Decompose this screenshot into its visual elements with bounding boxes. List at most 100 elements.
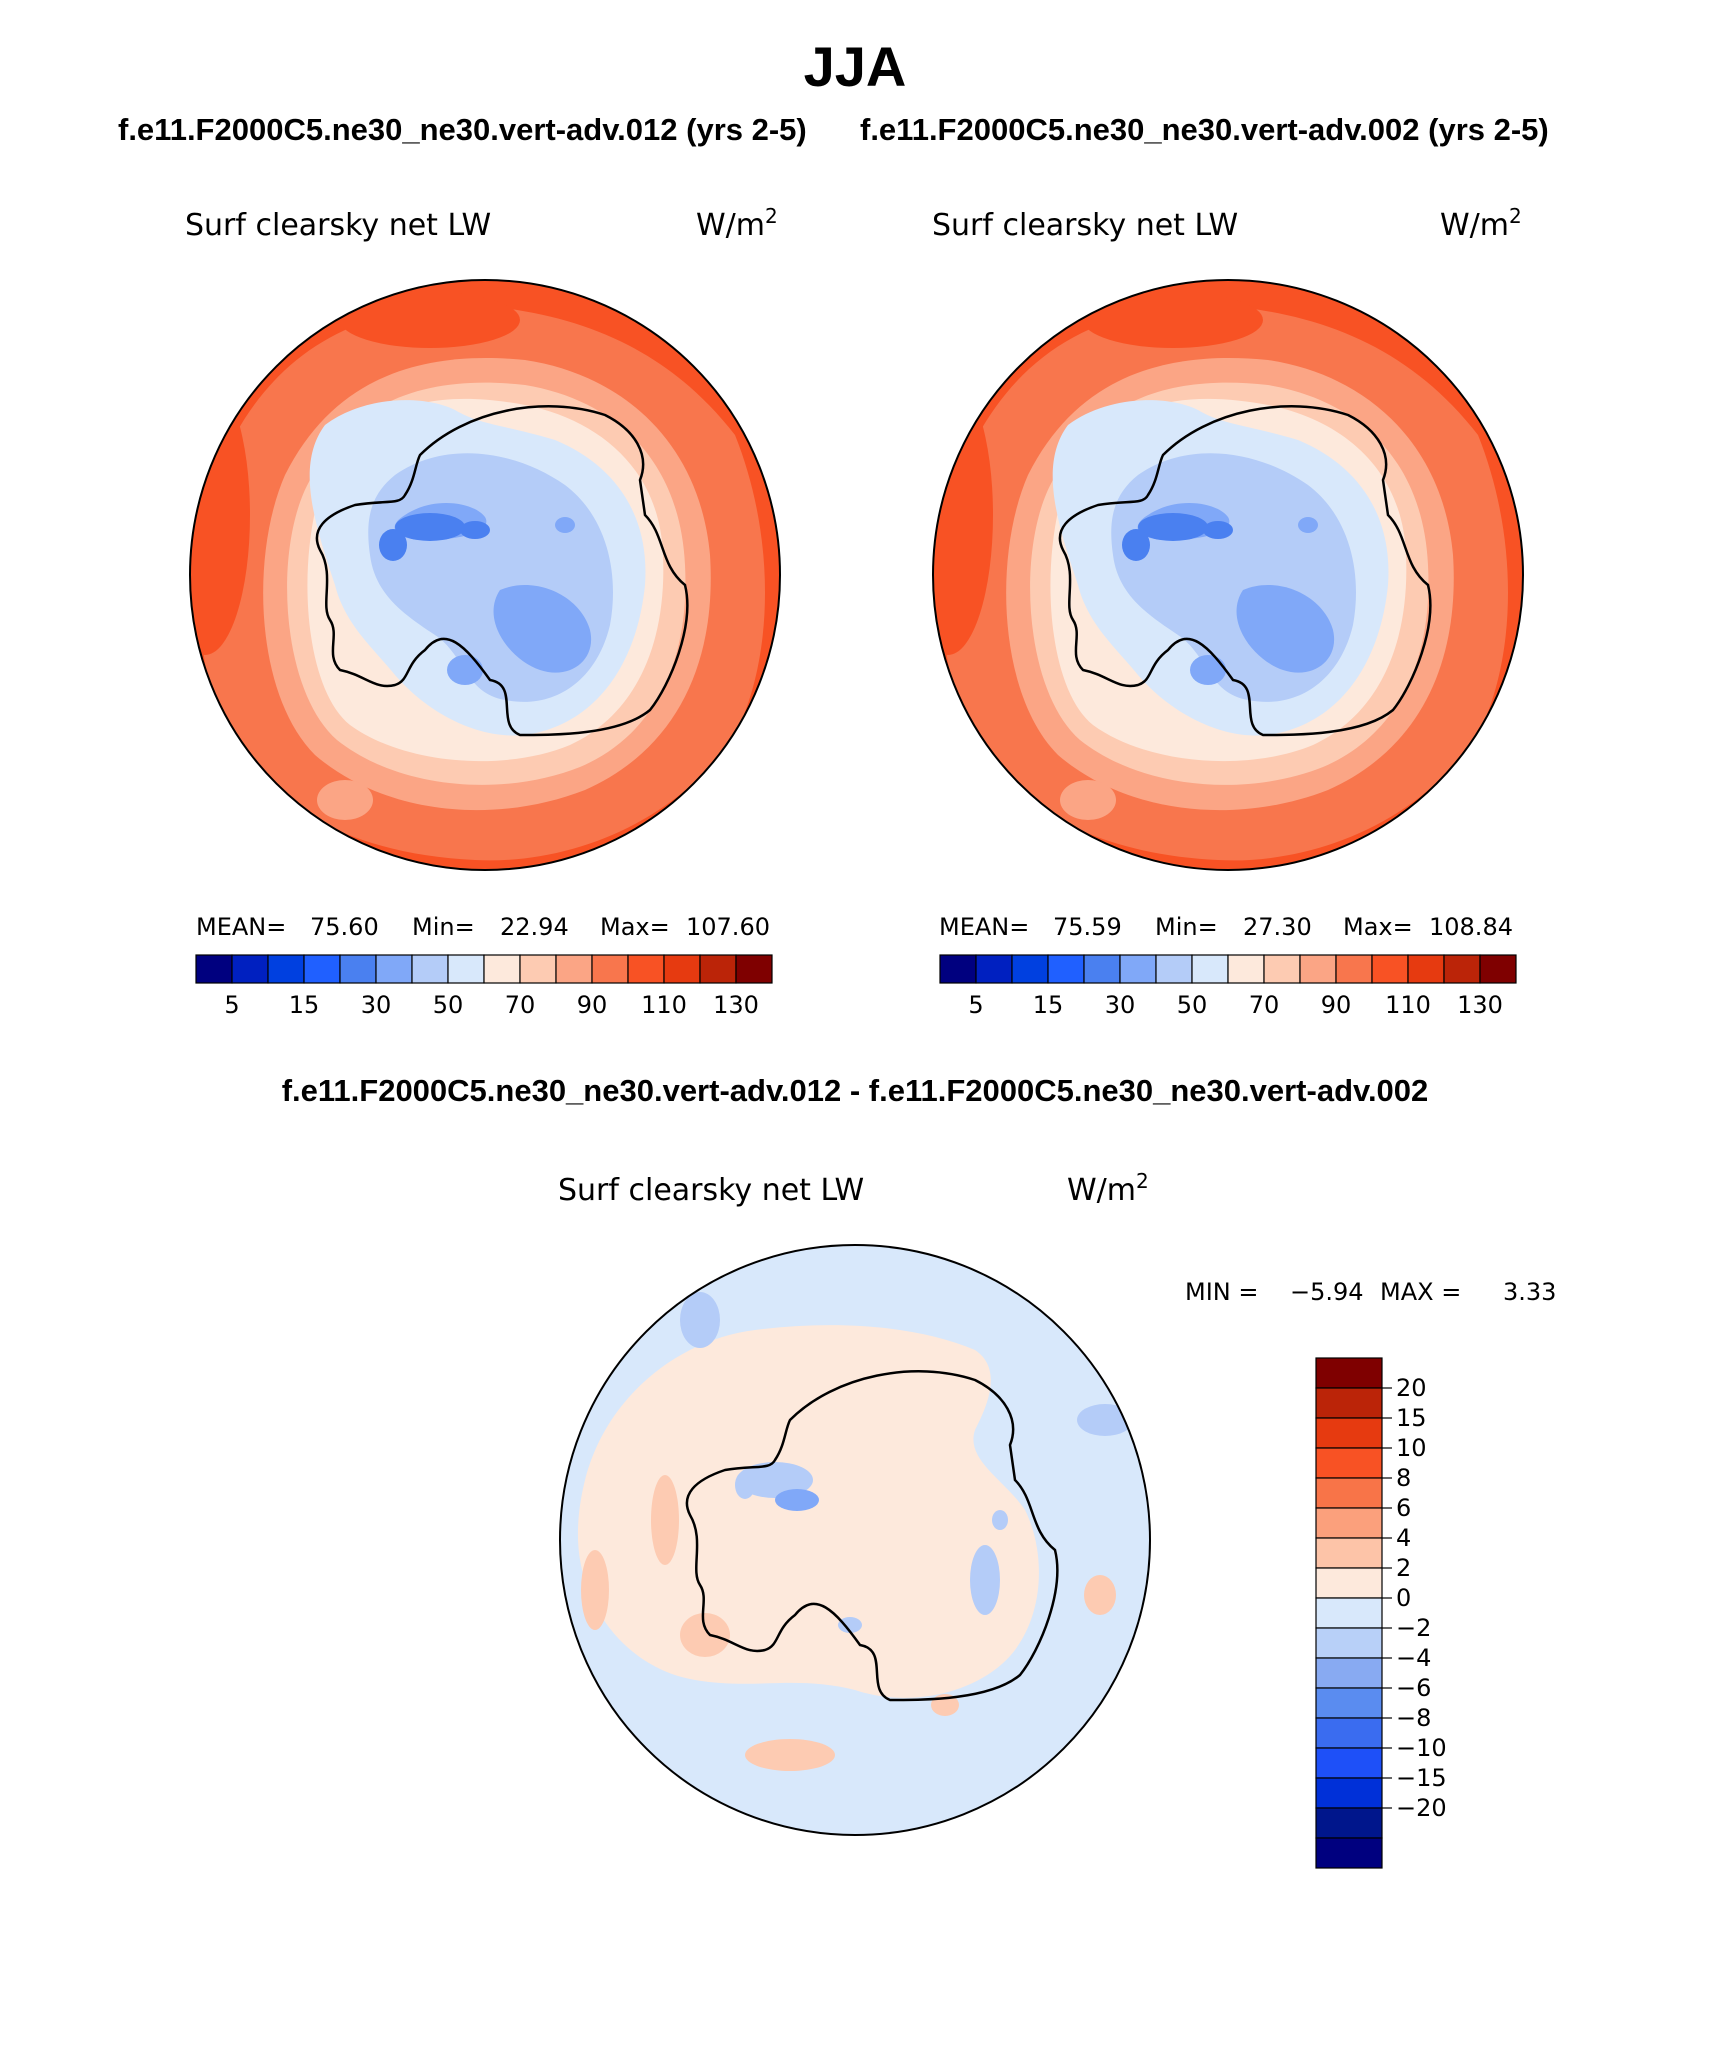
- panel-a-max-value: 107.60: [686, 913, 770, 941]
- panel-b-colorbar-box-0: [939, 954, 977, 984]
- panel-a-units: W/m2: [696, 204, 778, 243]
- panel-a-variable-title: Surf clearsky net LW: [185, 208, 491, 243]
- panel-a-colorbar-box-10: [555, 954, 593, 984]
- panel-a-max-label: Max=: [600, 913, 670, 941]
- diff-colorbar-tick-label: 0: [1396, 1584, 1411, 1612]
- figure-title: JJA: [803, 35, 907, 98]
- panel-b-max-label: Max=: [1343, 913, 1413, 941]
- panel-a-colorbar-box-14: [699, 954, 737, 984]
- panel-b-colorbar-box-13: [1407, 954, 1445, 984]
- panel-b-colorbar-box-2: [1011, 954, 1049, 984]
- panel-a-mean-label: MEAN=: [196, 913, 286, 941]
- panel-b-colorbar-box-10: [1299, 954, 1337, 984]
- panel-b-colorbar-box-12: [1371, 954, 1409, 984]
- diff-colorbar-box-10: [1315, 1657, 1383, 1689]
- diff-colorbar-box-0: [1315, 1357, 1383, 1389]
- diff-colorbar-box-1: [1315, 1387, 1383, 1419]
- panel-a-colorbar-tick-label: 110: [641, 991, 687, 1019]
- diff-colorbar-tick-label: −2: [1396, 1614, 1431, 1642]
- panel-b-colorbar-box-15: [1479, 954, 1517, 984]
- panel-a-map-border: [189, 279, 781, 871]
- panel-a-colorbar-box-15: [735, 954, 773, 984]
- panel-a-colorbar-box-8: [483, 954, 521, 984]
- difference-title: f.e11.F2000C5.ne30_ne30.vert-adv.012 - f…: [281, 1073, 1429, 1108]
- panel-a-min-label: Min=: [412, 913, 475, 941]
- panel-a-colorbar-tick-label: 30: [361, 991, 392, 1019]
- panel-a-colorbar: 5 15 30 50 70 90 110 130: [195, 954, 773, 1019]
- diff-colorbar-tick-label: 6: [1396, 1494, 1411, 1522]
- panel-a-colorbar-box-3: [303, 954, 341, 984]
- diff-max-value: 3.33: [1503, 1278, 1556, 1306]
- diff-colorbar-box-4: [1315, 1477, 1383, 1509]
- panel-a-colorbar-box-2: [267, 954, 305, 984]
- panel-b-colorbar-box-6: [1155, 954, 1193, 984]
- panel-b-colorbar-box-9: [1263, 954, 1301, 984]
- panel-a-mean-value: 75.60: [310, 913, 379, 941]
- diff-colorbar-box-5: [1315, 1507, 1383, 1539]
- diff-colorbar-box-13: [1315, 1747, 1383, 1779]
- panel-b-colorbar-box-7: [1191, 954, 1229, 984]
- diff-colorbar-box-7: [1315, 1567, 1383, 1599]
- diff-units: W/m2: [1067, 1169, 1149, 1208]
- panel-a-colorbar-box-11: [591, 954, 629, 984]
- panel-b-colorbar-box-3: [1047, 954, 1085, 984]
- panel-b-colorbar-box-4: [1083, 954, 1121, 984]
- panel-b-min-label: Min=: [1155, 913, 1218, 941]
- diff-colorbar-tick-label: 10: [1396, 1434, 1427, 1462]
- diff-colorbar-tick-label: −4: [1396, 1644, 1431, 1672]
- diff-max-label: MAX =: [1380, 1278, 1461, 1306]
- diff-colorbar-tick-label: −8: [1396, 1704, 1431, 1732]
- panel-run-b: Surf clearsky net LW W/m2 MEAN= 75.59 Mi…: [932, 204, 1524, 1019]
- panel-b-colorbar-tick-label: 5: [968, 991, 983, 1019]
- panel-a-colorbar-box-4: [339, 954, 377, 984]
- diff-colorbar-box-15: [1315, 1807, 1383, 1839]
- panel-b-colorbar-box-8: [1227, 954, 1265, 984]
- diff-colorbar-tick-label: −10: [1396, 1734, 1447, 1762]
- panel-difference: Surf clearsky net LW W/m2 MIN = −5.94 MA…: [558, 1169, 1556, 1869]
- panel-b-colorbar-tick-label: 70: [1249, 991, 1280, 1019]
- diff-colorbar-box-9: [1315, 1627, 1383, 1659]
- panel-b-colorbar: 5 15 30 50 70 90 110 130: [939, 954, 1517, 1019]
- diff-colorbar-tick-label: 2: [1396, 1554, 1411, 1582]
- panel-b-mean-value: 75.59: [1053, 913, 1122, 941]
- diff-min-label: MIN =: [1185, 1278, 1258, 1306]
- diff-colorbar-box-8: [1315, 1597, 1383, 1629]
- panel-a-colorbar-box-9: [519, 954, 557, 984]
- panel-b-colorbar-tick-label: 50: [1177, 991, 1208, 1019]
- panel-b-variable-title: Surf clearsky net LW: [932, 208, 1238, 243]
- panel-b-colorbar-tick-label: 15: [1033, 991, 1064, 1019]
- diff-colorbar-box-12: [1315, 1717, 1383, 1749]
- panel-b-colorbar-tick-label: 110: [1385, 991, 1431, 1019]
- diff-colorbar-tick-label: −15: [1396, 1764, 1447, 1792]
- diff-colorbar-tick-label: −20: [1396, 1794, 1447, 1822]
- panel-a-colorbar-tick-label: 130: [713, 991, 759, 1019]
- panel-b-colorbar-tick-label: 130: [1457, 991, 1503, 1019]
- panel-b-map-border: [932, 279, 1524, 871]
- diff-colorbar-tick-label: 8: [1396, 1464, 1411, 1492]
- panel-a-colorbar-box-13: [663, 954, 701, 984]
- panel-a-colorbar-tick-label: 50: [433, 991, 464, 1019]
- panel-a-colorbar-tick-label: 70: [505, 991, 536, 1019]
- panel-b-min-value: 27.30: [1243, 913, 1312, 941]
- diff-colorbar-box-16: [1315, 1837, 1383, 1869]
- panel-a-colorbar-box-5: [375, 954, 413, 984]
- panel-a-colorbar-box-7: [447, 954, 485, 984]
- panel-b-colorbar-box-5: [1119, 954, 1157, 984]
- diff-min-value: −5.94: [1290, 1278, 1364, 1306]
- panel-b-units: W/m2: [1440, 204, 1522, 243]
- panel-a-colorbar-tick-label: 90: [577, 991, 608, 1019]
- panel-b-mean-label: MEAN=: [939, 913, 1029, 941]
- panel-b-colorbar-tick-label: 30: [1105, 991, 1136, 1019]
- panel-run-a: Surf clearsky net LW W/m2 MEAN= 75.60 Mi…: [185, 204, 781, 1019]
- panel-b-colorbar-box-14: [1443, 954, 1481, 984]
- panel-a-colorbar-box-1: [231, 954, 269, 984]
- diff-colorbar-tick-label: −6: [1396, 1674, 1431, 1702]
- diff-colorbar-box-11: [1315, 1687, 1383, 1719]
- diff-colorbar-box-14: [1315, 1777, 1383, 1809]
- panel-b-colorbar-box-11: [1335, 954, 1373, 984]
- diff-colorbar-box-6: [1315, 1537, 1383, 1569]
- diff-colorbar-tick-label: 20: [1396, 1374, 1427, 1402]
- panel-b-colorbar-box-1: [975, 954, 1013, 984]
